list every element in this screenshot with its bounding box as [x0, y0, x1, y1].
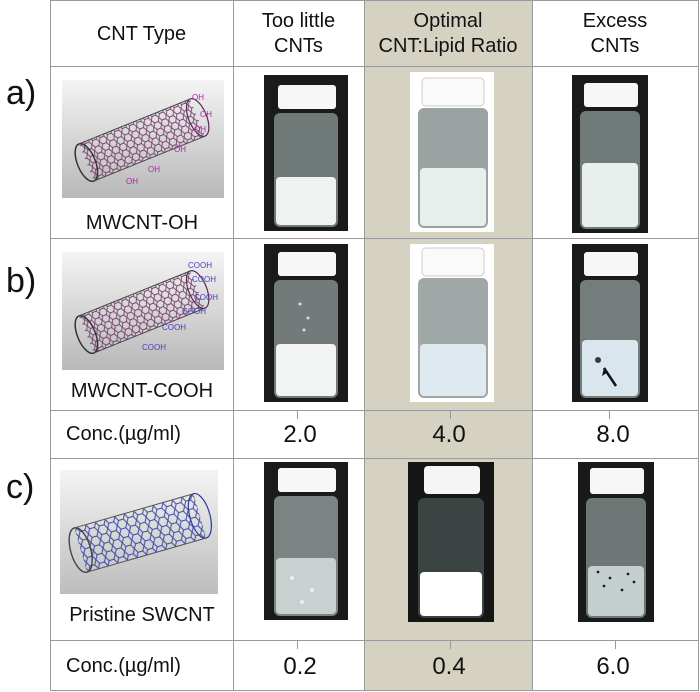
- tick-mark: [609, 411, 610, 419]
- header-cnt-type: CNT Type: [96, 23, 187, 45]
- grid-line: [532, 0, 533, 691]
- grid-line: [50, 458, 699, 459]
- swcnt-illustration: [60, 470, 218, 594]
- vial-photo: [410, 244, 494, 402]
- vial-photo: [264, 462, 348, 620]
- tick-mark: [297, 411, 298, 419]
- cooh-group-label: COOH: [188, 261, 212, 270]
- oh-group-label: OH: [192, 93, 204, 102]
- mwcnt-oh-illustration: OH OH OH OH OH OH: [62, 80, 224, 198]
- conc-label-row1: Conc.(µg/ml): [66, 423, 181, 445]
- vial-photo: [578, 462, 654, 622]
- cooh-group-label: COOH: [192, 275, 216, 284]
- grid-line: [50, 238, 699, 239]
- tick-mark: [297, 641, 298, 649]
- vial-photo: [572, 244, 648, 402]
- tick-mark: [615, 641, 616, 649]
- oh-group-label: OH: [194, 125, 206, 134]
- header-optimal-line1: Optimal: [413, 10, 483, 32]
- oh-group-label: OH: [200, 110, 212, 119]
- header-too-little-line2: CNTs: [274, 35, 323, 57]
- vial-photo: [410, 72, 494, 232]
- row-label-b: b): [6, 262, 37, 300]
- conc-value-optimal: 0.4: [432, 653, 466, 680]
- header-too-little-line1: Too little: [261, 10, 336, 32]
- vial-photo: [408, 462, 494, 622]
- row-label-a: a): [6, 74, 37, 112]
- grid-line: [50, 640, 699, 641]
- cooh-group-label: COOH: [142, 343, 166, 352]
- grid-line: [698, 0, 699, 691]
- conc-label-row2: Conc.(µg/ml): [66, 655, 181, 677]
- vial-photo: [572, 75, 648, 233]
- vial-photo: [264, 75, 348, 231]
- row-label-c: c): [6, 468, 35, 506]
- vial-photo: [264, 244, 348, 402]
- grid-line: [50, 66, 699, 67]
- mwcnt-cooh-illustration: COOH COOH COOH COOH COOH COOH: [62, 252, 224, 370]
- conc-value-excess: 6.0: [596, 653, 630, 680]
- grid-line: [364, 0, 365, 691]
- cnt-name-mwcnt-oh: MWCNT-OH: [85, 212, 199, 234]
- grid-line: [50, 410, 699, 411]
- tick-mark: [450, 411, 451, 419]
- cnt-name-pristine-swcnt: Pristine SWCNT: [69, 604, 215, 626]
- cooh-group-label: COOH: [194, 293, 218, 302]
- grid-line: [233, 0, 234, 691]
- grid-line: [50, 0, 51, 691]
- oh-group-label: OH: [174, 145, 186, 154]
- cooh-group-label: COOH: [182, 307, 206, 316]
- oh-group-label: OH: [126, 177, 138, 186]
- oh-group-label: OH: [148, 165, 160, 174]
- cnt-name-mwcnt-cooh: MWCNT-COOH: [70, 380, 214, 402]
- conc-value-too-little: 0.2: [283, 653, 317, 680]
- header-optimal-line2: CNT:Lipid Ratio: [378, 35, 518, 57]
- conc-value-too-little: 2.0: [283, 421, 317, 448]
- header-excess-line1: Excess: [582, 10, 648, 32]
- grid-line: [50, 690, 699, 691]
- grid-line: [50, 0, 699, 1]
- header-excess-line2: CNTs: [590, 35, 640, 57]
- conc-value-excess: 8.0: [596, 421, 630, 448]
- conc-value-optimal: 4.0: [432, 421, 466, 448]
- cooh-group-label: COOH: [162, 323, 186, 332]
- tick-mark: [450, 641, 451, 649]
